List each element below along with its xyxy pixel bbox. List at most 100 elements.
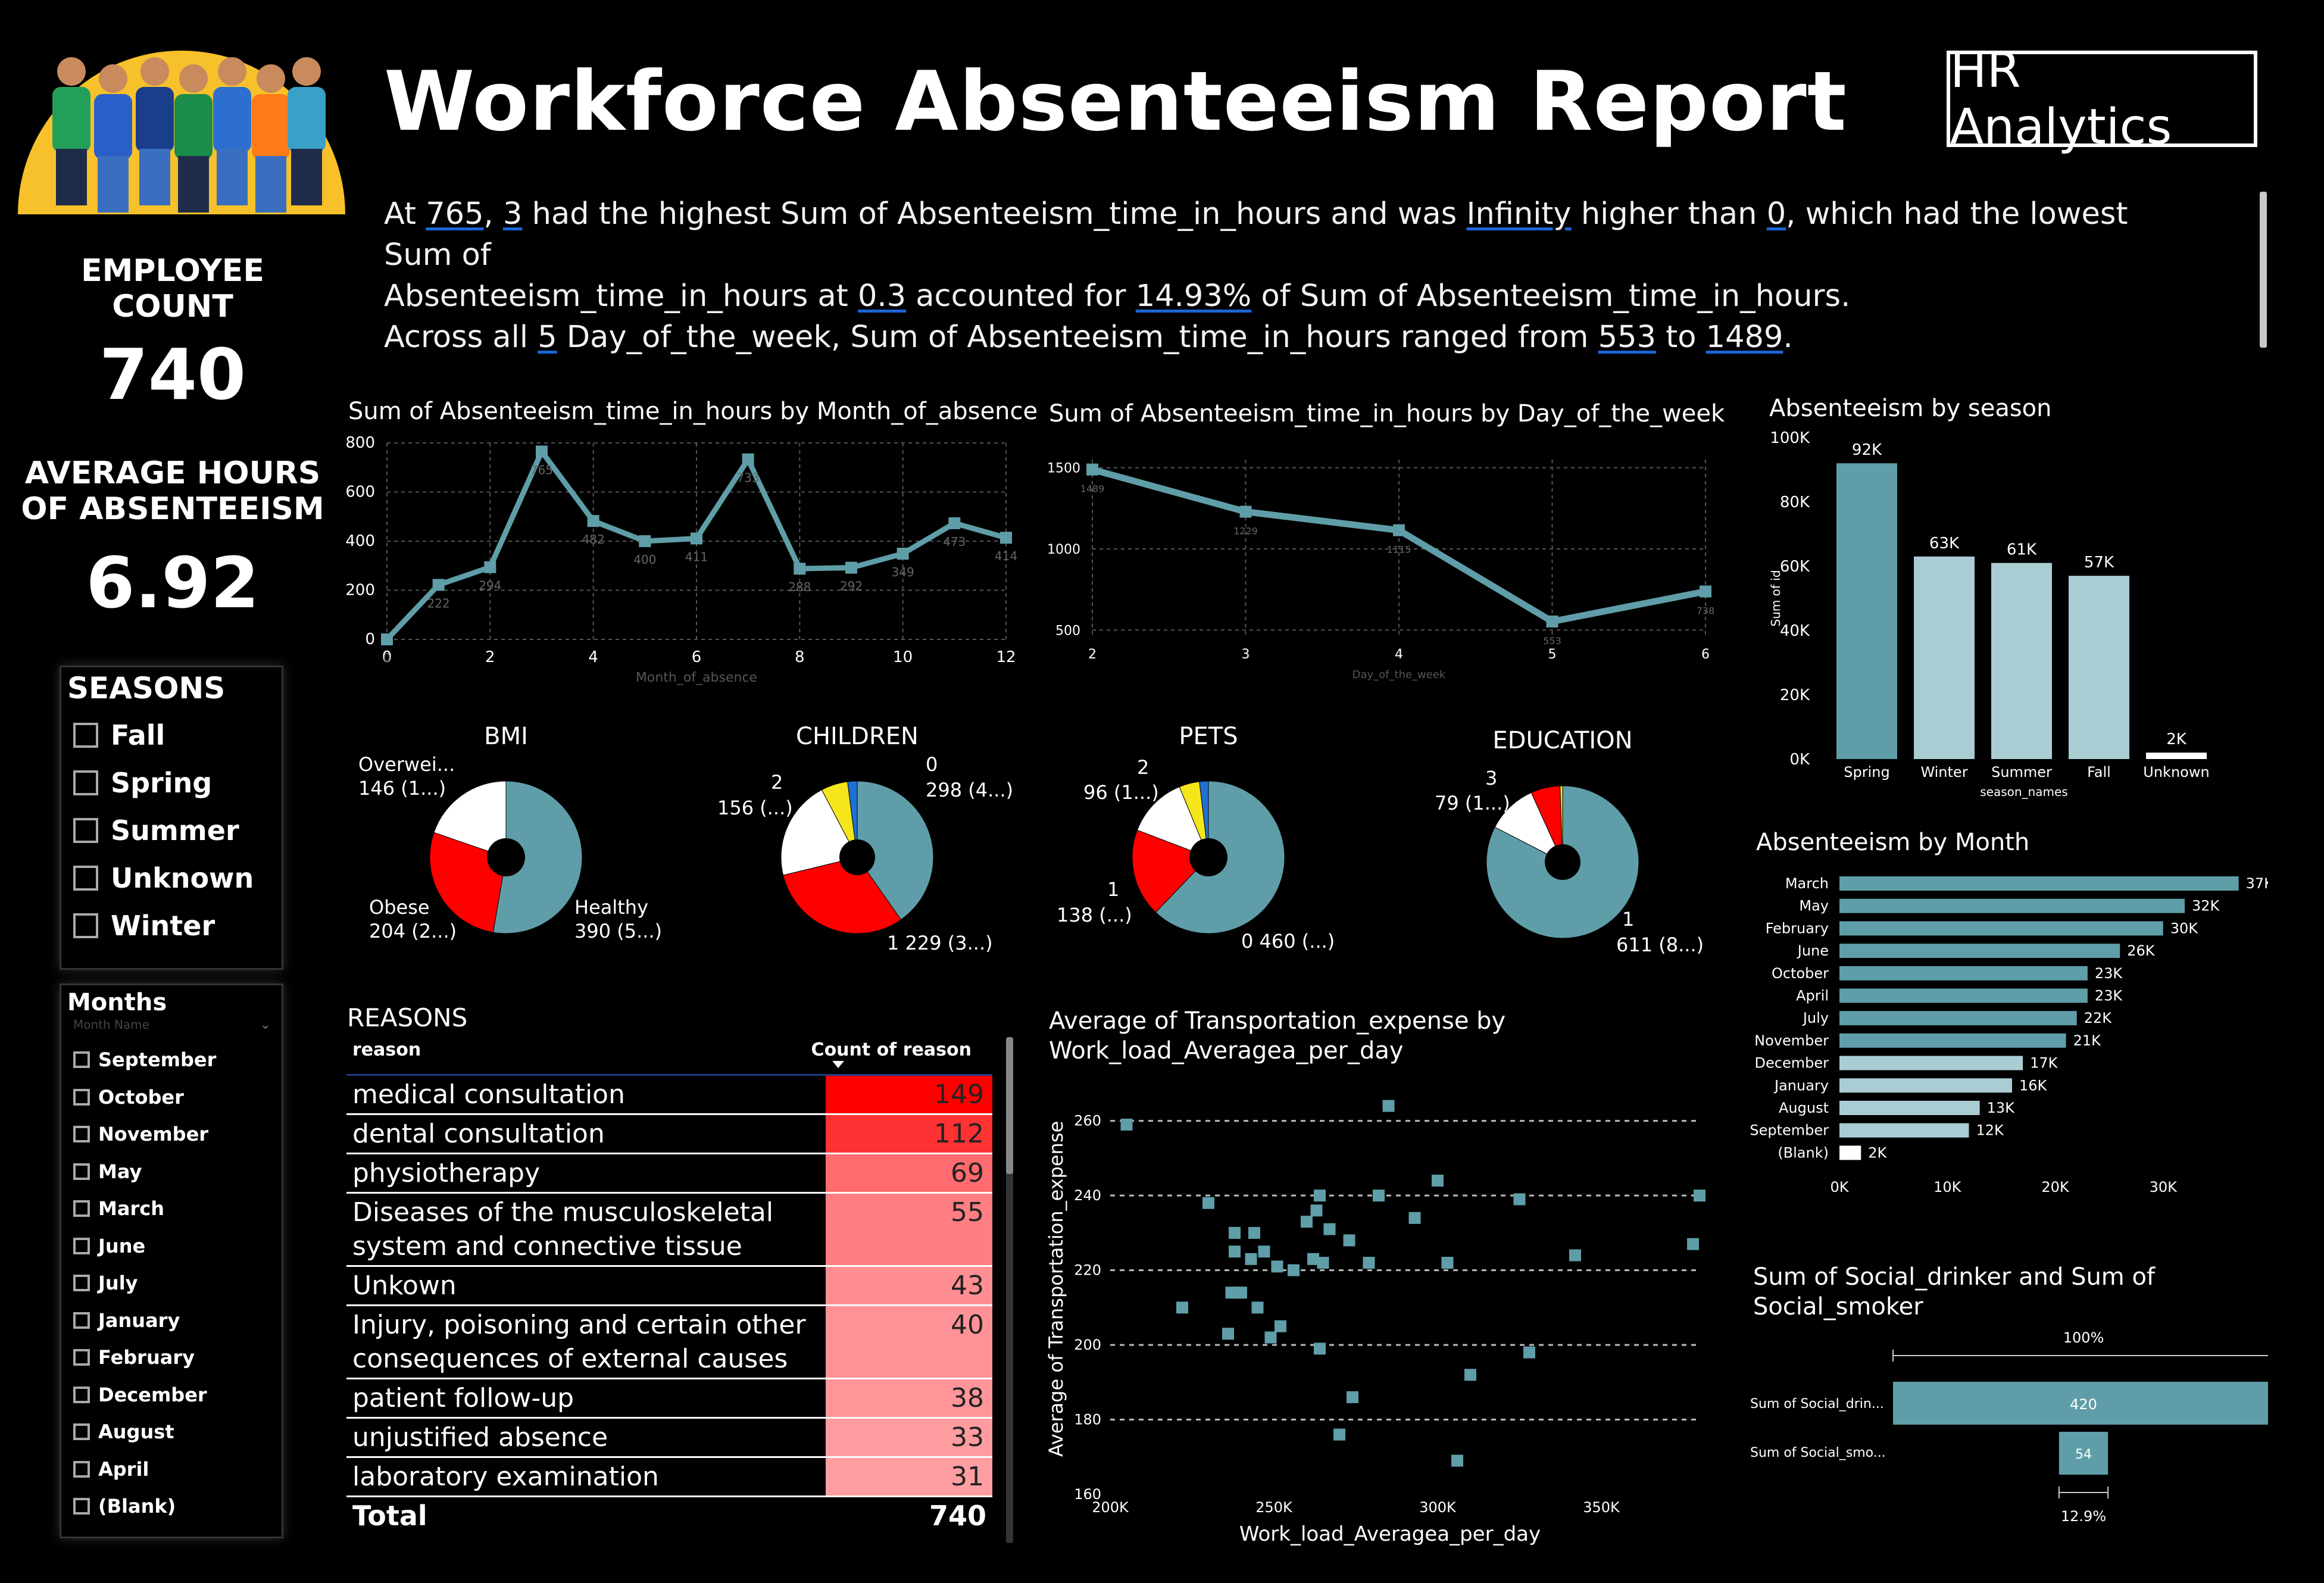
month-option[interactable]: October (73, 1079, 282, 1116)
month-option[interactable]: March (73, 1190, 282, 1228)
month-option[interactable]: June (73, 1228, 282, 1265)
month-bar (1839, 1011, 2077, 1026)
month-option[interactable]: (Blank) (73, 1488, 282, 1525)
month-option[interactable]: January (73, 1302, 282, 1340)
reason-column-header[interactable]: reason (352, 1039, 421, 1060)
person-head (257, 64, 285, 93)
checkbox[interactable] (73, 1312, 90, 1329)
reasons-table-scrollbar[interactable] (1006, 1037, 1013, 1543)
season-option[interactable]: Winter (73, 902, 282, 950)
checkbox[interactable] (73, 818, 98, 843)
y-tick-label: 220 (1074, 1262, 1101, 1279)
table-row[interactable]: patient follow-up 38 (346, 1379, 992, 1419)
x-tick-label: 2 (485, 648, 495, 666)
season-option[interactable]: Summer (73, 807, 282, 854)
checkbox[interactable] (73, 723, 98, 748)
table-row[interactable]: physiotherapy 69 (346, 1154, 992, 1194)
y-tick-label: 200 (345, 582, 375, 600)
scatter-title-line: Work_load_Averagea_per_day (1049, 1037, 1404, 1064)
scatter-chart-title: Average of Transportation_expense by Work… (1049, 1006, 1505, 1066)
person-legs (139, 149, 170, 205)
scatter-point (1271, 1260, 1283, 1273)
table-row[interactable]: laboratory examination 31 (346, 1458, 992, 1497)
bar-data-label: 17K (2030, 1055, 2059, 1072)
data-label: 553 (1543, 635, 1561, 647)
checkbox[interactable] (73, 1200, 90, 1217)
table-row[interactable]: unjustified absence 33 (346, 1419, 992, 1458)
checkbox[interactable] (73, 1126, 90, 1143)
checkbox[interactable] (73, 1349, 90, 1366)
month-option-label: August (98, 1420, 174, 1444)
count-column-header[interactable]: Count of reason (811, 1039, 972, 1060)
table-row[interactable]: Injury, poisoning and certain other cons… (346, 1306, 992, 1379)
month-option-label: December (98, 1383, 207, 1406)
scatter-point (1222, 1328, 1234, 1340)
percent-label: 12.9% (2061, 1508, 2106, 1525)
total-value: 740 (929, 1500, 986, 1532)
employee-count-value: 740 (99, 333, 246, 416)
scatter-point (1229, 1226, 1241, 1239)
scatter-point (1432, 1175, 1444, 1187)
table-row[interactable]: dental consultation 112 (346, 1115, 992, 1154)
month-option[interactable]: November (73, 1116, 282, 1153)
y-tick-label: December (1755, 1055, 1829, 1072)
month-bar (1839, 966, 2088, 981)
bar-data-label: 37K (2246, 875, 2268, 892)
checkbox[interactable] (73, 1386, 90, 1403)
checkbox[interactable] (73, 1423, 90, 1441)
data-point (1546, 615, 1558, 627)
person-shirt (288, 87, 326, 152)
bar-data-label: 32K (2192, 898, 2220, 914)
month-option[interactable]: December (73, 1376, 282, 1414)
table-row[interactable]: Diseases of the musculoskeletal system a… (346, 1194, 992, 1267)
checkbox[interactable] (73, 770, 98, 795)
donut-hole (487, 838, 525, 876)
data-point (691, 532, 702, 545)
reason-cell: Unkown (352, 1270, 457, 1301)
checkbox[interactable] (73, 1088, 90, 1106)
y-tick-label: 0 (365, 630, 375, 648)
person-figure (174, 64, 213, 213)
months-dropdown[interactable]: Month Name ⌄ (73, 1016, 271, 1033)
checkbox[interactable] (73, 1275, 90, 1292)
checkbox[interactable] (73, 913, 98, 938)
table-row[interactable]: Unkown 43 (346, 1267, 992, 1306)
y-tick-label: February (1766, 920, 1829, 936)
month-option[interactable]: April (73, 1451, 282, 1488)
data-label: 349 (892, 565, 914, 579)
month-option[interactable]: May (73, 1153, 282, 1191)
narrative-value: 0.3 (857, 279, 907, 314)
month-option-label: (Blank) (98, 1495, 176, 1518)
checkbox[interactable] (73, 1498, 90, 1515)
count-cell: 40 (826, 1306, 992, 1378)
person-figure (136, 57, 174, 205)
sort-desc-icon[interactable] (832, 1061, 844, 1068)
month-option[interactable]: September (73, 1041, 282, 1079)
slice-value-label: 298 (4...) (926, 779, 1013, 801)
month-option[interactable]: February (73, 1339, 282, 1376)
x-tick-label: Summer (1991, 764, 2052, 780)
month-option[interactable]: July (73, 1264, 282, 1302)
checkbox[interactable] (73, 866, 98, 891)
season-option[interactable]: Fall (73, 711, 282, 759)
donut-hole (1189, 838, 1227, 876)
scatter-point (1317, 1257, 1329, 1269)
month-option[interactable]: August (73, 1413, 282, 1451)
checkbox[interactable] (73, 1051, 90, 1069)
narrative-text: At (384, 196, 426, 232)
checkbox[interactable] (73, 1163, 90, 1180)
y-tick-label: 0K (1789, 751, 1810, 769)
month-bar-chart: March 37K May 32K February 30K June 26K October 2… (1750, 875, 2268, 1195)
scatter-point (1323, 1223, 1336, 1235)
checkbox[interactable] (73, 1460, 90, 1478)
y-tick-label: 400 (345, 532, 375, 550)
table-row[interactable]: medical consultation 149 (346, 1076, 992, 1115)
season-option[interactable]: Unknown (73, 854, 282, 902)
hr-analytics-badge: HR Analytics (1947, 42, 2257, 155)
y-tick-label: 80K (1780, 494, 1810, 511)
checkbox[interactable] (73, 1237, 90, 1254)
bar-data-label: 13K (1987, 1100, 2016, 1116)
y-tick-label: September (1750, 1122, 1829, 1139)
narrative-scrollbar[interactable] (2260, 192, 2267, 348)
season-option[interactable]: Spring (73, 759, 282, 807)
